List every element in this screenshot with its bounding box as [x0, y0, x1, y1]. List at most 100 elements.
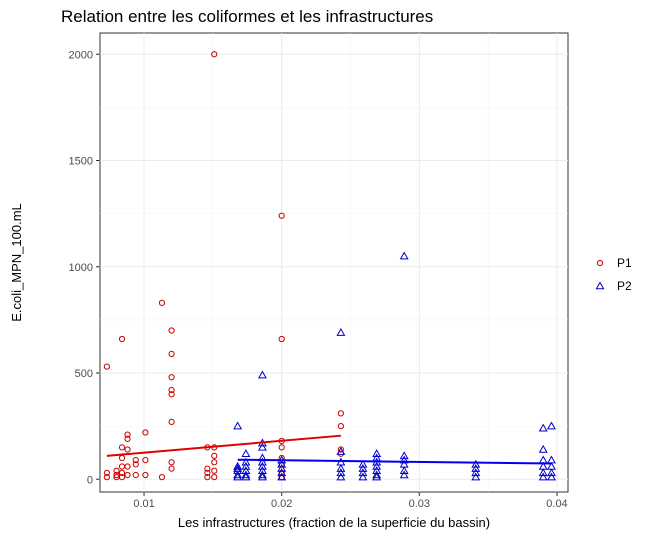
- data-point-p2: [358, 468, 368, 477]
- data-point-p2: [257, 472, 267, 481]
- data-point-p1: [168, 391, 175, 398]
- data-point-p2: [547, 421, 556, 430]
- x-tick-label: 0.02: [271, 498, 292, 510]
- data-point-p1: [337, 410, 344, 417]
- x-axis: 0.01 0.02 0.03 0.04: [133, 492, 568, 510]
- data-point-p2: [399, 455, 409, 464]
- data-point-p2: [241, 449, 251, 457]
- data-point-p1: [278, 335, 285, 343]
- data-point-p1: [124, 471, 131, 479]
- data-point-p2: [538, 444, 548, 453]
- data-point-p2: [538, 468, 548, 477]
- data-point-p2: [538, 472, 548, 481]
- y-tick-label: 2000: [69, 49, 93, 61]
- y-axis-title: E.coli_MPN_100.mL: [9, 203, 24, 322]
- chart-title: Relation entre les coliformes et les inf…: [61, 7, 433, 26]
- data-point-p1: [118, 444, 126, 451]
- data-point-p1: [168, 350, 175, 357]
- data-point-p1: [132, 471, 139, 479]
- data-point-p1: [124, 431, 131, 438]
- data-point-p2: [277, 472, 287, 481]
- data-point-p2: [233, 461, 243, 470]
- data-point-p2: [336, 464, 346, 472]
- x-tick-label: 0.03: [409, 498, 430, 510]
- data-point-p1: [124, 435, 131, 442]
- legend-key-p2: [595, 281, 605, 290]
- data-point-p1: [337, 423, 344, 430]
- data-point-p2: [358, 464, 368, 472]
- trend-line-p1: [106, 434, 341, 457]
- data-point-p2: [471, 468, 481, 477]
- legend-label-p2: P2: [617, 279, 632, 293]
- data-point-p1: [211, 459, 218, 466]
- data-point-p2: [399, 466, 409, 474]
- x-tick-label: 0.04: [546, 498, 567, 510]
- data-point-p2: [372, 472, 382, 481]
- data-point-p1: [204, 465, 211, 472]
- data-point-p2: [471, 464, 481, 472]
- trend-lines: [106, 434, 552, 465]
- data-point-p2: [277, 468, 287, 477]
- y-axis: 0 500 1000 1500 2000: [69, 49, 100, 486]
- data-point-p2: [399, 470, 409, 479]
- data-point-p2: [233, 470, 243, 479]
- data-point-p2: [358, 472, 368, 481]
- data-point-p1: [132, 457, 139, 464]
- data-point-p1: [168, 327, 175, 334]
- data-point-p1: [103, 474, 110, 481]
- data-point-p1: [337, 450, 344, 457]
- x-axis-title: Les infrastructures (fraction de la supe…: [178, 515, 490, 530]
- data-point-p2: [241, 457, 251, 466]
- data-point-p2: [547, 472, 556, 481]
- data-point-p2: [471, 459, 481, 468]
- data-point-p1: [211, 51, 218, 58]
- data-point-p1: [278, 212, 285, 219]
- data-point-p1: [211, 474, 218, 481]
- data-point-p1: [168, 386, 175, 394]
- data-point-p1: [168, 418, 175, 425]
- data-point-p2: [257, 442, 267, 451]
- data-point-p2: [233, 421, 243, 430]
- data-point-p2: [277, 459, 287, 468]
- data-point-p1: [113, 467, 120, 474]
- data-point-p1: [124, 446, 131, 453]
- legend: P1 P2: [595, 256, 632, 293]
- data-point-p2: [358, 459, 368, 468]
- data-point-p2: [471, 472, 481, 481]
- data-point-p2: [336, 468, 346, 477]
- y-tick-label: 500: [75, 368, 93, 380]
- data-point-p2: [241, 461, 251, 470]
- data-point-p2: [372, 461, 382, 470]
- data-point-p1: [211, 467, 218, 474]
- data-point-p2: [277, 464, 287, 472]
- data-point-p1: [158, 299, 166, 306]
- data-point-p1: [118, 474, 126, 481]
- data-point-p1: [142, 471, 149, 479]
- y-tick-label: 1500: [69, 156, 93, 168]
- data-point-p2: [538, 423, 548, 432]
- grid-lines: [100, 33, 568, 492]
- trend-line-p2: [237, 458, 552, 465]
- data-point-p2: [257, 461, 267, 470]
- legend-key-p1: [596, 259, 604, 267]
- legend-label-p1: P1: [617, 256, 632, 270]
- y-tick-label: 1000: [69, 262, 93, 274]
- data-point-p1: [168, 374, 175, 381]
- data-point-p1: [118, 469, 126, 476]
- data-point-p2: [336, 472, 346, 481]
- data-point-p2: [336, 447, 346, 455]
- data-point-p2: [372, 449, 382, 457]
- data-point-p1: [204, 469, 211, 476]
- data-point-p2: [372, 470, 382, 479]
- data-point-p2: [241, 472, 251, 481]
- data-point-p2: [336, 328, 346, 336]
- data-point-p2: [257, 470, 267, 479]
- data-point-p2: [233, 472, 243, 481]
- data-point-p1: [204, 474, 211, 481]
- data-point-p1: [168, 459, 175, 466]
- data-point-p1: [337, 446, 344, 453]
- data-point-p2: [399, 251, 409, 260]
- x-tick-label: 0.01: [133, 498, 154, 510]
- data-point-p1: [158, 474, 166, 481]
